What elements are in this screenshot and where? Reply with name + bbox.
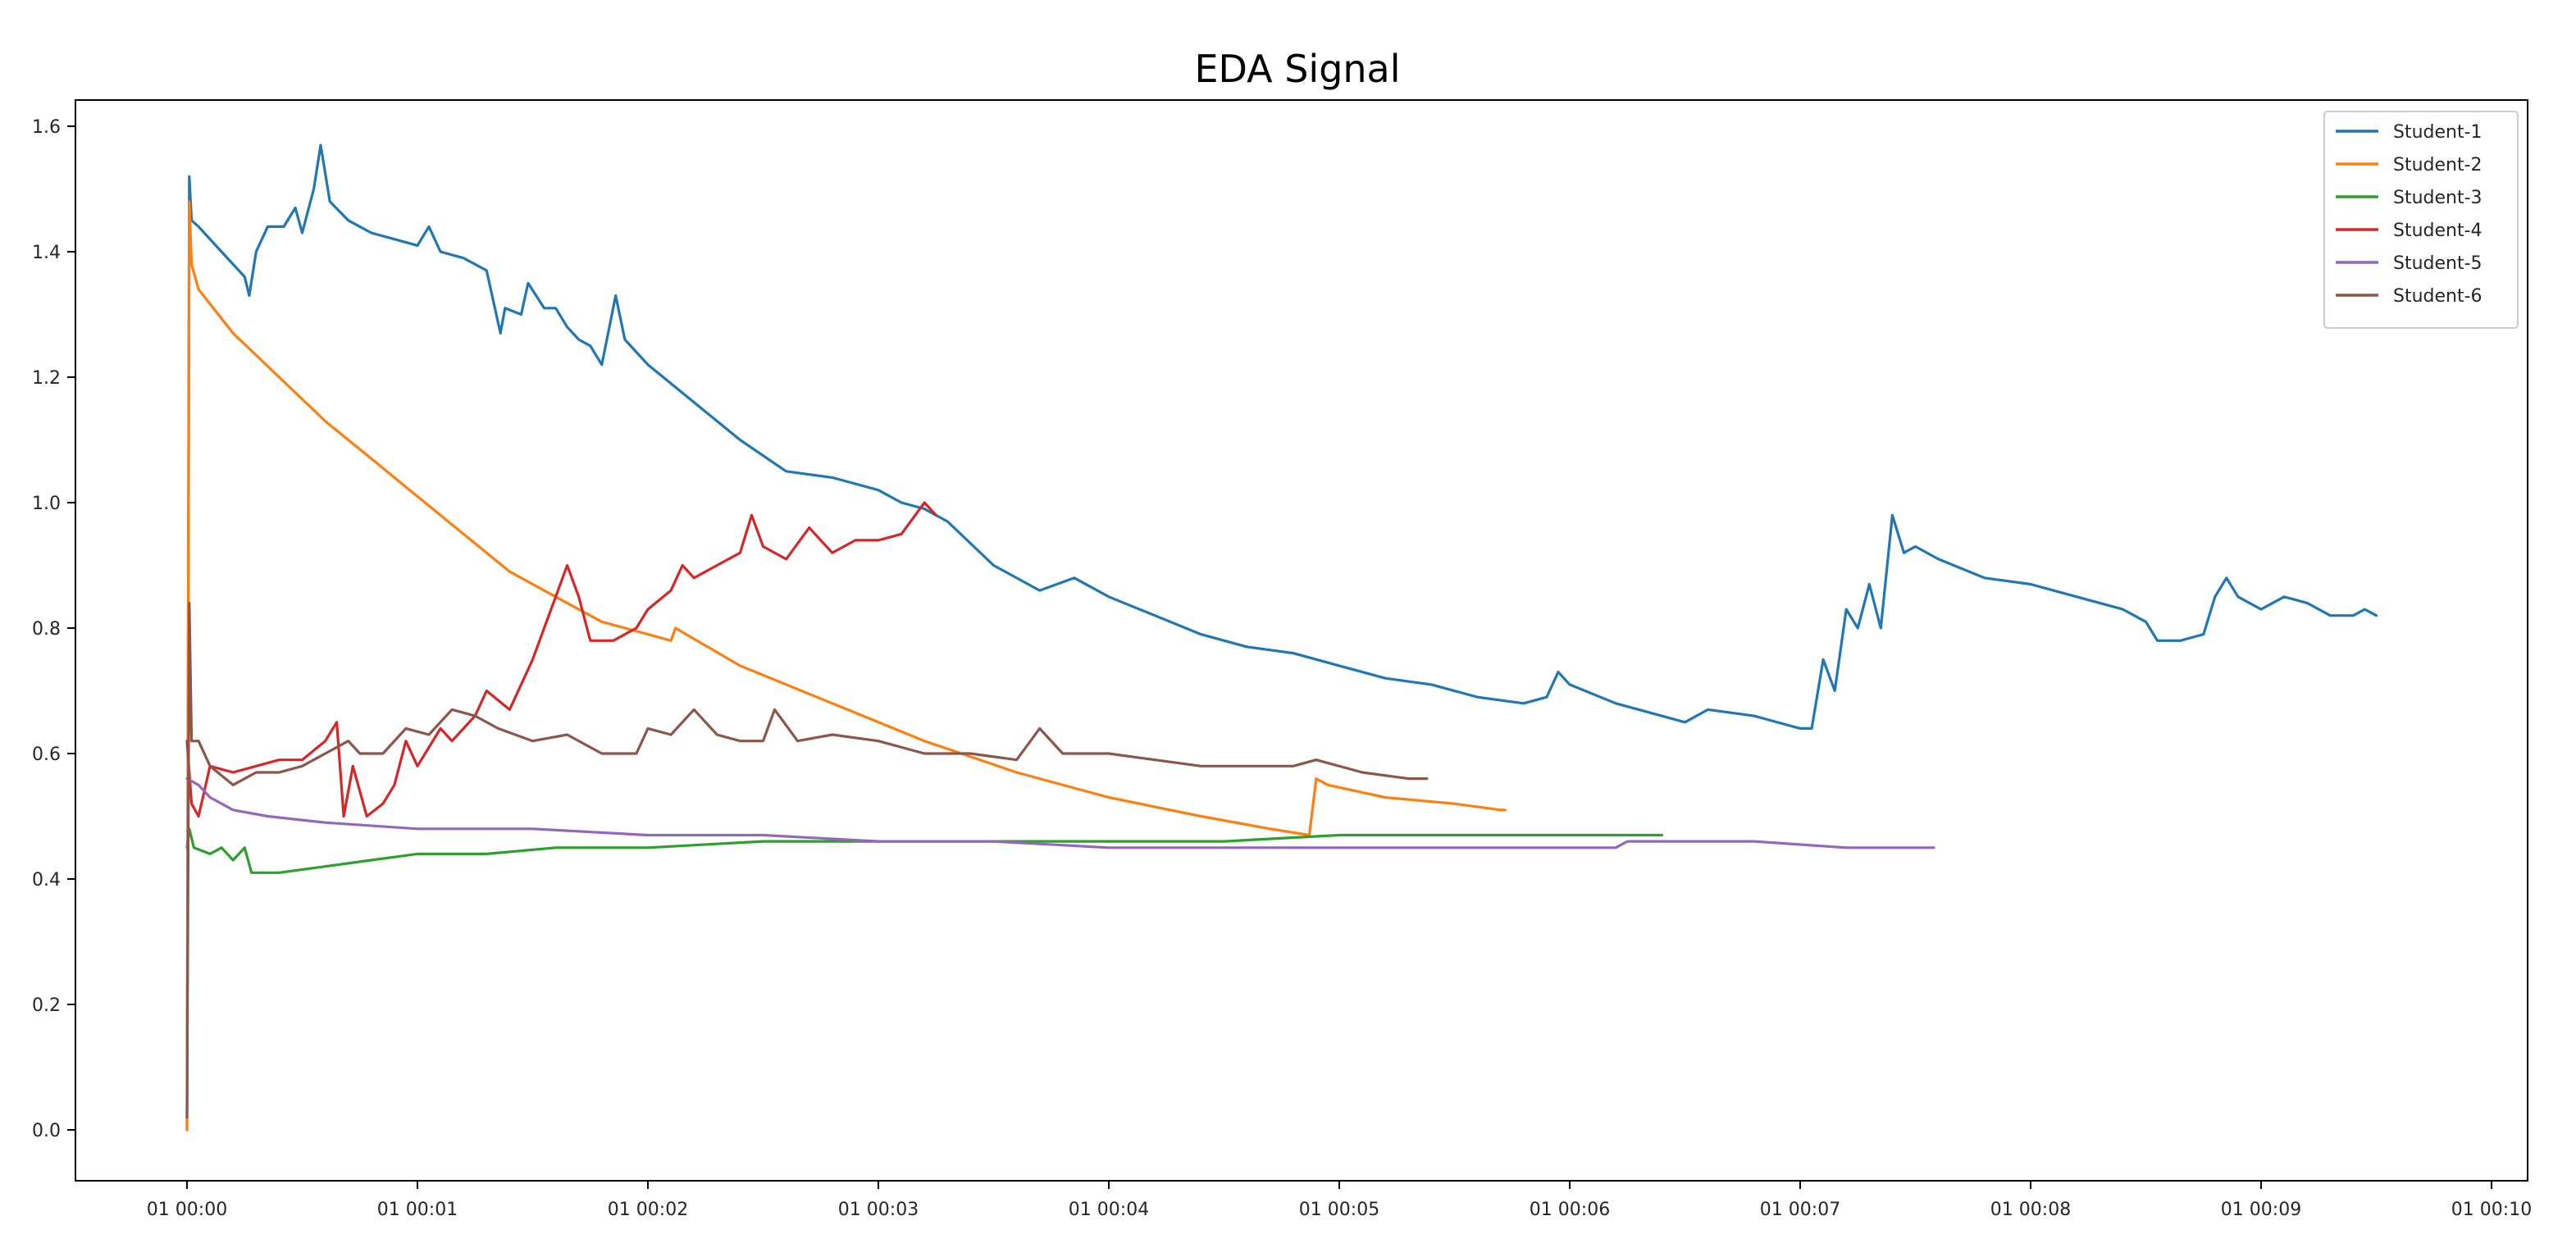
x-tick-label: 01 00:00 xyxy=(147,1200,227,1220)
x-tick-label: 01 00:08 xyxy=(1990,1200,2071,1220)
legend-label: Student-6 xyxy=(2393,286,2483,307)
y-tick-label: 0.6 xyxy=(32,745,61,765)
legend-label: Student-4 xyxy=(2393,221,2483,241)
y-axis: 0.0 0.2 0.4 0.6 0.8 1.0 1.2 1.4 1.6 xyxy=(32,117,75,1141)
legend-label: Student-3 xyxy=(2393,188,2483,208)
legend-label: Student-5 xyxy=(2393,253,2483,274)
legend-label: Student-1 xyxy=(2393,122,2483,143)
y-tick-label: 0.2 xyxy=(32,995,61,1016)
legend-label: Student-2 xyxy=(2393,155,2483,175)
x-tick-label: 01 00:02 xyxy=(608,1200,688,1220)
series-line-student-1 xyxy=(185,143,2378,1132)
series-line-student-3 xyxy=(185,827,1664,874)
x-tick-label: 01 00:10 xyxy=(2451,1200,2532,1220)
plot-frame xyxy=(75,99,2528,1182)
x-tick-label: 01 00:09 xyxy=(2221,1200,2301,1220)
series-line-student-6 xyxy=(185,601,1429,1119)
series-line-student-4 xyxy=(185,501,937,818)
legend: Student-1 Student-2 Student-3 Student-4 Stud… xyxy=(2323,111,2519,329)
x-tick-label: 01 00:04 xyxy=(1069,1200,1149,1220)
x-axis: 01 00:00 01 00:01 01 00:02 01 00:03 01 00:04… xyxy=(147,1181,2532,1220)
series-layer xyxy=(185,143,2378,1132)
x-tick-label: 01 00:03 xyxy=(838,1200,919,1220)
y-tick-label: 1.0 xyxy=(32,494,61,514)
y-tick-label: 1.6 xyxy=(32,117,61,138)
legend-box xyxy=(2323,111,2519,329)
x-tick-label: 01 00:01 xyxy=(377,1200,458,1220)
y-tick-label: 1.2 xyxy=(32,368,61,389)
y-tick-label: 0.8 xyxy=(32,619,61,640)
series-line-student-5 xyxy=(185,777,1935,849)
series-line-student-2 xyxy=(185,200,1507,1132)
y-tick-label: 1.4 xyxy=(32,243,61,263)
x-tick-label: 01 00:06 xyxy=(1530,1200,1610,1220)
x-tick-label: 01 00:05 xyxy=(1299,1200,1379,1220)
chart-title: EDA Signal xyxy=(1194,47,1400,91)
y-tick-label: 0.0 xyxy=(32,1121,61,1141)
x-tick-label: 01 00:07 xyxy=(1760,1200,1840,1220)
y-tick-label: 0.4 xyxy=(32,870,61,890)
